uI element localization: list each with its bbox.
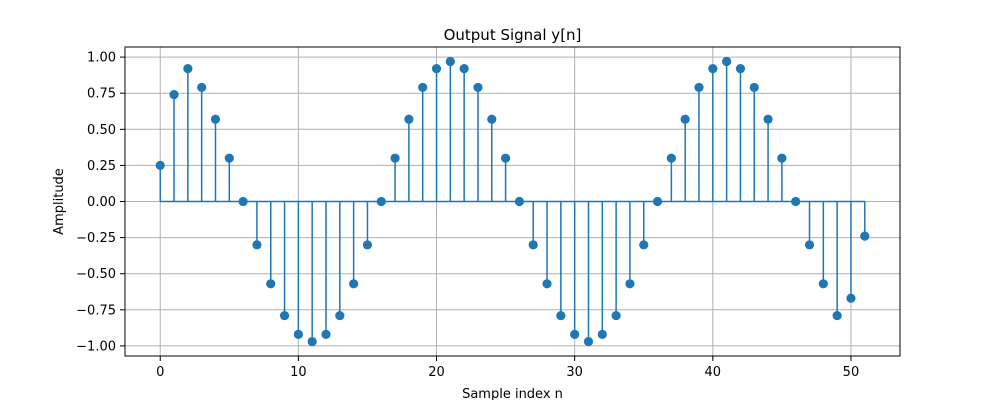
x-tick-label: 10 [290,365,307,380]
stem-marker [500,153,511,163]
stem-marker [307,336,317,347]
y-tick-label: 0.00 [87,195,116,210]
stem-marker [708,64,718,74]
stem-marker [611,310,621,321]
stem-marker [639,240,649,250]
stem-marker [570,329,580,339]
stem-marker [238,196,248,207]
stem-marker [625,279,635,289]
stem-marker [473,82,483,93]
stem-marker [362,240,373,250]
stem-marker [832,310,842,321]
x-tick-label: 40 [705,365,722,380]
stem-marker [666,153,676,163]
x-tick-label: 0 [156,365,164,380]
stem-marker [390,153,400,163]
stem-marker [335,310,345,321]
stem-marker [445,56,455,67]
x-tick-label: 50 [843,365,860,380]
stem-marker [597,329,607,339]
chart-title: Output Signal y[n] [444,26,582,44]
x-tick-label: 20 [428,365,445,380]
stem-marker [183,64,193,74]
stem-marker [860,231,870,241]
stem-marker [652,196,663,207]
y-tick-label: 0.50 [87,123,116,138]
stem-marker [293,329,303,339]
stem-marker [321,329,331,339]
stem-marker [846,293,856,303]
stem-marker [431,64,442,74]
y-tick-label: −0.25 [76,231,116,246]
stem-marker [583,336,594,347]
y-tick-label: 0.75 [87,87,116,102]
y-tick-label: −0.50 [76,267,116,282]
stem-marker [722,56,732,67]
x-tick-label: 30 [566,365,583,380]
stem-marker [556,310,566,321]
stem-marker [818,279,828,289]
stem-marker [791,196,801,207]
y-axis-title: Amplitude [52,168,67,235]
stem-marker [349,279,359,289]
stem-marker [777,153,787,163]
stem-marker [376,196,386,207]
x-axis-title: Sample index n [462,387,563,400]
stem-marker [404,114,414,124]
stem-marker [224,153,234,163]
stem-marker [155,160,165,171]
y-tick-label: −1.00 [76,339,116,354]
stem-marker [528,240,538,250]
stem-series [155,56,870,347]
stem-marker [735,64,746,74]
y-tick-label: −0.75 [76,303,116,318]
stem-marker [210,114,221,124]
stem-marker [804,240,815,250]
stem-marker [680,114,690,124]
stem-marker [197,82,207,93]
stem-marker [763,114,773,124]
stem-marker [749,82,759,93]
stem-marker [252,240,262,250]
stem-marker [487,114,497,124]
stem-marker [279,310,290,321]
stem-marker [169,90,179,100]
axis-ticks: 0 10 20 30 40 50 −1.00 −0.75 −0.50 −0.25 0.00 0.25 0… [76,51,859,380]
y-tick-label: 0.25 [87,159,116,174]
stem-marker [542,279,552,289]
stem-marker [266,279,276,289]
stem-marker [514,196,525,207]
stem-marker [418,82,428,93]
stem-marker [459,64,469,74]
stem-marker [694,82,704,93]
y-tick-label: 1.00 [87,51,116,66]
